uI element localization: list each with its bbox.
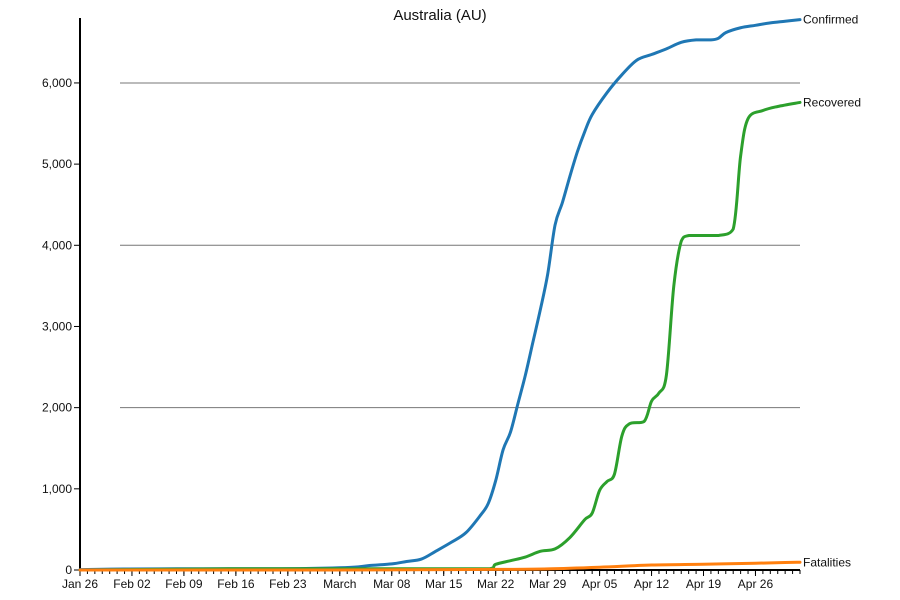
y-tick-label: 2,000 xyxy=(42,401,72,415)
series-line-confirmed xyxy=(78,18,802,572)
x-tick-label: Mar 15 xyxy=(425,577,463,591)
series-label-confirmed: Confirmed xyxy=(803,13,858,27)
x-tick-label: Jan 26 xyxy=(62,577,98,591)
gridlines xyxy=(120,82,800,409)
x-tick-label: Apr 19 xyxy=(686,577,722,591)
y-tick-label: 3,000 xyxy=(42,319,72,333)
series-line-fatalities xyxy=(78,560,802,572)
x-tick-label: Mar 29 xyxy=(529,577,567,591)
series-label-recovered: Recovered xyxy=(803,95,861,109)
x-tick-label: Mar 22 xyxy=(477,577,515,591)
x-tick-label: Feb 23 xyxy=(269,577,307,591)
x-tick-label: Mar 08 xyxy=(373,577,411,591)
x-tick-label: March xyxy=(323,577,356,591)
series-labels: Confirmed Recovered Fatalities xyxy=(803,13,861,570)
y-tick-label: 1,000 xyxy=(42,482,72,496)
y-tick-label: 0 xyxy=(65,563,72,577)
x-tick-label: Apr 12 xyxy=(634,577,670,591)
x-tick-label: Apr 05 xyxy=(582,577,618,591)
series-lines xyxy=(78,18,802,572)
x-tick-label: Feb 16 xyxy=(217,577,255,591)
x-tick-label: Apr 26 xyxy=(738,577,774,591)
y-tick-label: 6,000 xyxy=(42,76,72,90)
series-line-recovered xyxy=(78,100,802,572)
x-tick-label: Feb 02 xyxy=(113,577,151,591)
chart-title: Australia (AU) xyxy=(393,7,486,24)
x-tick-label: Feb 09 xyxy=(165,577,203,591)
y-tick-label: 4,000 xyxy=(42,238,72,252)
y-tick-label: 5,000 xyxy=(42,157,72,171)
axes: 0 1,000 2,000 3,000 4,000 5,000 6,000 Jan 26 Feb… xyxy=(42,18,801,591)
series-label-fatalities: Fatalities xyxy=(803,555,851,569)
